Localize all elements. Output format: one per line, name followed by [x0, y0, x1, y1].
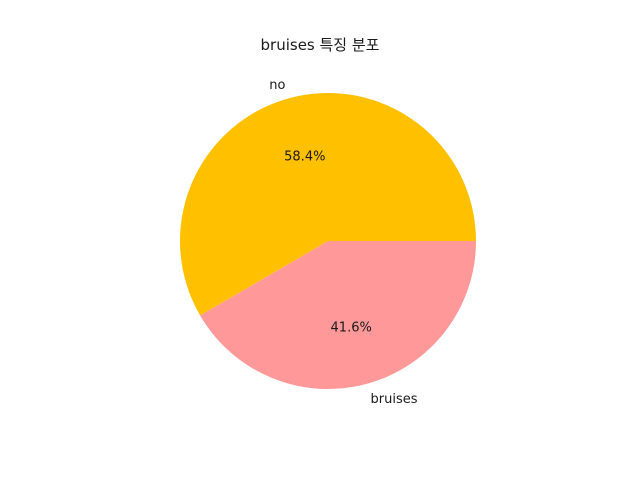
chart-title: bruises 특징 분포 [261, 36, 380, 54]
pie-slice-no [180, 93, 476, 316]
pie-percent-label-no: 58.4% [284, 149, 325, 164]
pie-category-label-bruises: bruises [371, 392, 418, 407]
pie-category-label-no: no [269, 78, 285, 93]
pie-slices [180, 93, 476, 390]
pie-labels: 58.4% no 41.6% bruises [269, 78, 417, 407]
pie-slice-bruises [200, 241, 476, 390]
pie-percent-label-bruises: 41.6% [331, 321, 372, 336]
